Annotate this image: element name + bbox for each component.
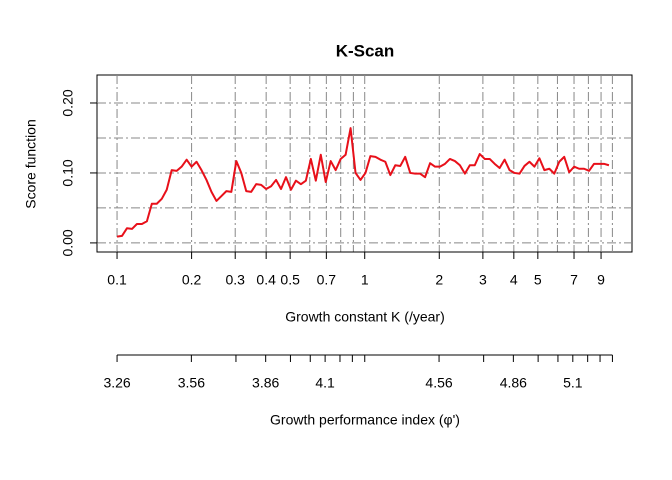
x-tick-label: 7 [570, 272, 578, 288]
x-tick-label: 0.1 [107, 272, 127, 288]
x-tick-label: 0.4 [256, 272, 276, 288]
x2-tick-label: 4.56 [425, 375, 452, 391]
y-tick-label: 0.20 [60, 89, 76, 116]
x-tick-label: 0.7 [317, 272, 337, 288]
x-tick-label: 0.2 [182, 272, 202, 288]
x2-tick-label: 5.1 [563, 375, 583, 391]
x-tick-label: 4 [510, 272, 518, 288]
x-tick-label: 1 [361, 272, 369, 288]
x-tick-label: 0.3 [225, 272, 245, 288]
x2-tick-label: 3.56 [178, 375, 205, 391]
x2-axis-label: Growth performance index (φ') [270, 412, 460, 428]
y-axis-label: Score function [23, 119, 39, 209]
x-tick-label: 2 [435, 272, 443, 288]
y-tick-label: 0.10 [60, 159, 76, 186]
x2-tick-label: 3.26 [103, 375, 130, 391]
x-tick-label: 0.5 [280, 272, 300, 288]
x2-tick-label: 4.86 [500, 375, 527, 391]
chart-title: K-Scan [336, 41, 395, 60]
y-tick-label: 0.00 [60, 229, 76, 256]
x-axis-label: Growth constant K (/year) [285, 309, 445, 325]
x2-tick-label: 4.1 [315, 375, 335, 391]
data-line [116, 127, 610, 238]
x-tick-label: 5 [534, 272, 542, 288]
x-tick-label: 9 [597, 272, 605, 288]
x-tick-label: 3 [479, 272, 487, 288]
x2-tick-label: 3.86 [252, 375, 279, 391]
